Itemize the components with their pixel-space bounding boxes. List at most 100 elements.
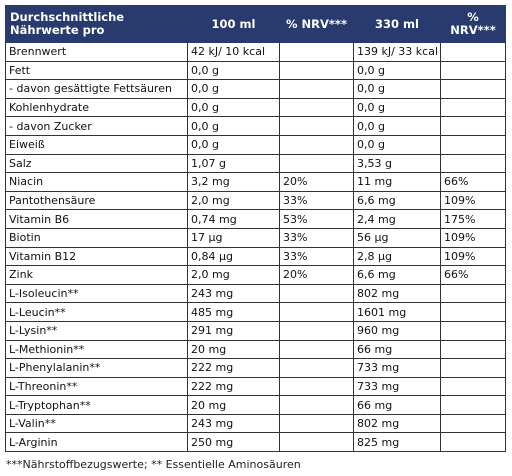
nrv-100ml-cell <box>279 302 354 322</box>
table-row: Brennwert 42 kJ/ 10 kcal 139 kJ/ 33 kcal <box>5 42 506 62</box>
nutrient-cell: Brennwert <box>5 42 188 62</box>
nutrient-cell: L-Threonin** <box>5 376 188 397</box>
header-nutrient: Durchschnittliche Nährwerte pro <box>5 5 188 43</box>
value-100ml-cell: 1,07 g <box>187 153 280 174</box>
nrv-330ml-cell: 66% <box>440 172 506 192</box>
value-100ml-cell: 222 mg <box>187 358 280 378</box>
value-330ml-cell: 0,0 g <box>353 134 441 155</box>
value-330ml-cell: 733 mg <box>353 358 441 378</box>
nrv-100ml-cell <box>279 97 354 118</box>
nutrient-cell: Zink <box>5 265 188 285</box>
table-row: Fett 0,0 g 0,0 g <box>5 60 506 81</box>
nrv-330ml-cell <box>440 60 506 81</box>
value-330ml-cell: 56 µg <box>353 227 441 248</box>
nrv-100ml-cell <box>279 79 354 99</box>
value-100ml-cell: 20 mg <box>187 339 280 360</box>
value-100ml-cell: 291 mg <box>187 320 280 341</box>
nrv-330ml-cell: 109% <box>440 246 506 267</box>
nrv-100ml-cell <box>279 395 354 415</box>
value-100ml-cell: 0,74 mg <box>187 209 280 229</box>
nrv-330ml-cell <box>440 116 506 136</box>
nrv-100ml-cell <box>279 376 354 397</box>
nutrient-cell: - davon gesättigte Fettsäuren <box>5 79 188 99</box>
header-nrv-100ml: % NRV*** <box>279 5 354 43</box>
nutrient-cell: Fett <box>5 60 188 81</box>
value-330ml-cell: 733 mg <box>353 376 441 397</box>
nrv-100ml-cell <box>279 358 354 378</box>
nrv-100ml-cell: 20% <box>279 172 354 192</box>
value-100ml-cell: 3,2 mg <box>187 172 280 192</box>
table-row: Vitamin B6 0,74 mg 53% 2,4 mg 175% <box>5 209 506 229</box>
nutrient-cell: Biotin <box>5 227 188 248</box>
value-100ml-cell: 243 mg <box>187 283 280 304</box>
nrv-330ml-cell <box>440 42 506 62</box>
nrv-330ml-cell <box>440 376 506 397</box>
value-100ml-cell: 2,0 mg <box>187 265 280 285</box>
table-row: L-Lysin** 291 mg 960 mg <box>5 320 506 341</box>
header-nrv-330ml: % NRV*** <box>440 5 506 43</box>
nrv-330ml-cell <box>440 134 506 155</box>
nrv-330ml-cell: 109% <box>440 227 506 248</box>
nrv-330ml-cell <box>440 413 506 434</box>
nrv-330ml-cell: 66% <box>440 265 506 285</box>
value-100ml-cell: 0,0 g <box>187 97 280 118</box>
value-330ml-cell: 0,0 g <box>353 116 441 136</box>
value-100ml-cell: 17 µg <box>187 227 280 248</box>
nutrient-cell: L-Isoleucin** <box>5 283 188 304</box>
nutrient-cell: L-Phenylalanin** <box>5 358 188 378</box>
value-330ml-cell: 2,8 µg <box>353 246 441 267</box>
value-330ml-cell: 0,0 g <box>353 97 441 118</box>
nrv-100ml-cell <box>279 320 354 341</box>
value-100ml-cell: 2,0 mg <box>187 190 280 211</box>
nrv-330ml-cell <box>440 432 506 453</box>
nrv-100ml-cell <box>279 339 354 360</box>
table-row: L-Phenylalanin** 222 mg 733 mg <box>5 358 506 378</box>
value-330ml-cell: 802 mg <box>353 413 441 434</box>
table-row: Biotin 17 µg 33% 56 µg 109% <box>5 227 506 248</box>
value-100ml-cell: 222 mg <box>187 376 280 397</box>
header-per-330ml: 330 ml <box>353 5 441 43</box>
value-330ml-cell: 0,0 g <box>353 79 441 99</box>
nutrient-cell: Salz <box>5 153 188 174</box>
value-330ml-cell: 825 mg <box>353 432 441 453</box>
table-row: Niacin 3,2 mg 20% 11 mg 66% <box>5 172 506 192</box>
nrv-100ml-cell: 53% <box>279 209 354 229</box>
nrv-100ml-cell <box>279 60 354 81</box>
nrv-330ml-cell <box>440 97 506 118</box>
value-330ml-cell: 1601 mg <box>353 302 441 322</box>
nrv-100ml-cell <box>279 432 354 453</box>
value-330ml-cell: 139 kJ/ 33 kcal <box>353 42 441 62</box>
nrv-100ml-cell: 33% <box>279 190 354 211</box>
nrv-100ml-cell: 20% <box>279 265 354 285</box>
value-100ml-cell: 250 mg <box>187 432 280 453</box>
nutrient-cell: Vitamin B12 <box>5 246 188 267</box>
value-330ml-cell: 11 mg <box>353 172 441 192</box>
nutrient-cell: L-Tryptophan** <box>5 395 188 415</box>
nutrient-cell: Vitamin B6 <box>5 209 188 229</box>
value-100ml-cell: 485 mg <box>187 302 280 322</box>
footnote: ***Nährstoffbezugswerte; ** Essentielle … <box>6 458 301 471</box>
table-row: L-Leucin** 485 mg 1601 mg <box>5 302 506 322</box>
nutrient-cell: Eiweiß <box>5 134 188 155</box>
header-per-100ml: 100 ml <box>187 5 280 43</box>
table-row: L-Threonin** 222 mg 733 mg <box>5 376 506 397</box>
nrv-330ml-cell: 175% <box>440 209 506 229</box>
value-330ml-cell: 6,6 mg <box>353 190 441 211</box>
value-100ml-cell: 0,0 g <box>187 116 280 136</box>
nrv-330ml-cell <box>440 339 506 360</box>
nutrition-table: Durchschnittliche Nährwerte pro 100 ml %… <box>5 5 506 453</box>
nutrient-cell: L-Valin** <box>5 413 188 434</box>
table-row: L-Arginin 250 mg 825 mg <box>5 432 506 453</box>
table-row: L-Methionin** 20 mg 66 mg <box>5 339 506 360</box>
table-row: Eiweiß 0,0 g 0,0 g <box>5 134 506 155</box>
table-row: Pantothensäure 2,0 mg 33% 6,6 mg 109% <box>5 190 506 211</box>
nrv-100ml-cell <box>279 153 354 174</box>
nutrient-cell: - davon Zucker <box>5 116 188 136</box>
table-header-row: Durchschnittliche Nährwerte pro 100 ml %… <box>5 5 506 43</box>
nutrient-cell: L-Lysin** <box>5 320 188 341</box>
value-330ml-cell: 960 mg <box>353 320 441 341</box>
nrv-330ml-cell <box>440 302 506 322</box>
value-100ml-cell: 0,84 µg <box>187 246 280 267</box>
value-330ml-cell: 3,53 g <box>353 153 441 174</box>
nrv-100ml-cell: 33% <box>279 227 354 248</box>
